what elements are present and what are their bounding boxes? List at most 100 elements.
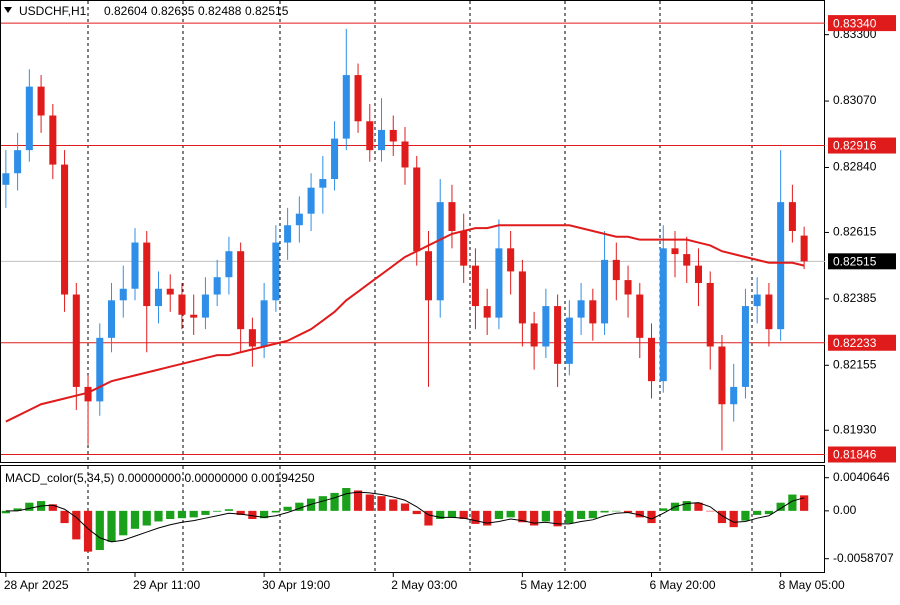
candle-body xyxy=(131,242,139,289)
y-tick-label: 0.82155 xyxy=(833,357,877,371)
macd-bar xyxy=(142,510,151,526)
candle-body xyxy=(2,173,10,185)
candle-body xyxy=(319,179,327,188)
candle-body xyxy=(37,86,45,116)
main-panel-frame xyxy=(0,0,825,463)
macd-y-tick-label: 0.0040646 xyxy=(833,470,890,484)
macd-bar xyxy=(166,510,175,519)
candle-body xyxy=(542,306,550,347)
macd-bar xyxy=(318,496,327,511)
macd-panel-frame xyxy=(0,465,825,573)
macd-bar xyxy=(729,510,738,528)
candle-body xyxy=(201,294,209,318)
x-tick-label: 28 Apr 2025 xyxy=(4,578,69,592)
level-label: 0.83340 xyxy=(833,16,877,30)
macd-bar xyxy=(506,510,515,518)
candle-body xyxy=(565,317,573,364)
macd-y-tick-label: -0.0058707 xyxy=(833,551,894,565)
macd-bar xyxy=(447,510,457,518)
candle-body xyxy=(154,288,162,307)
macd-bar xyxy=(647,510,656,524)
candle-body xyxy=(460,231,468,266)
separators xyxy=(87,1,753,572)
macd-bar xyxy=(365,494,374,511)
candle-body xyxy=(295,213,303,226)
macd-bar xyxy=(248,510,257,519)
candle-body xyxy=(413,167,421,252)
macd-bar xyxy=(48,504,57,511)
macd-bar xyxy=(95,510,104,550)
candle-body xyxy=(424,251,432,301)
macd-bar xyxy=(494,510,504,519)
macd-bar xyxy=(600,510,609,513)
candle-body xyxy=(683,254,691,266)
macd-bar xyxy=(295,502,304,511)
macd-bar xyxy=(623,510,633,513)
macd-bar xyxy=(530,510,539,526)
x-tick-label: 6 May 20:00 xyxy=(650,578,716,592)
candle-body xyxy=(284,225,292,243)
level-label: 0.82233 xyxy=(833,336,877,350)
candle-body xyxy=(25,86,33,151)
symbol-title: USDCHF,H1 xyxy=(19,4,87,18)
macd-bar xyxy=(119,510,128,536)
level-label-box xyxy=(828,334,896,351)
candle-body xyxy=(471,265,479,307)
candle-body xyxy=(119,288,127,301)
candle-body xyxy=(354,75,362,122)
macd-bar xyxy=(25,502,34,511)
candle-body xyxy=(342,75,350,139)
macd-bar xyxy=(717,510,727,524)
candle-body xyxy=(624,280,632,295)
macd-bar xyxy=(576,510,586,519)
macd-bar xyxy=(353,490,363,511)
candle-body xyxy=(436,202,444,301)
candle-body xyxy=(272,242,280,301)
candle-body xyxy=(389,129,397,142)
macd-bar xyxy=(154,510,163,522)
candle-body xyxy=(612,259,620,281)
x-tick-label: 30 Apr 19:00 xyxy=(262,578,330,592)
candle-body xyxy=(788,202,796,231)
macd-bar xyxy=(60,510,69,524)
macd-bar xyxy=(260,510,269,519)
candle-body xyxy=(190,314,198,318)
candle-body xyxy=(96,337,104,402)
candle-body xyxy=(61,164,69,295)
collapse-arrow[interactable] xyxy=(4,7,12,13)
candle-body xyxy=(753,294,761,307)
candle-body xyxy=(84,386,92,402)
x-tick-label: 8 May 05:00 xyxy=(779,578,845,592)
macd-bar xyxy=(201,510,210,515)
macd-bar xyxy=(271,510,280,513)
candle-body xyxy=(143,242,151,307)
candle-body xyxy=(554,306,562,364)
macd-bar xyxy=(753,510,762,515)
candle-body xyxy=(331,138,339,180)
macd-bar xyxy=(130,510,140,529)
macd-bar xyxy=(213,510,222,512)
macd-bar xyxy=(682,501,691,511)
candle-body xyxy=(178,294,186,315)
ohlc-value: 0.82635 xyxy=(151,4,195,18)
macd-bar xyxy=(588,510,597,519)
candle-body xyxy=(601,259,609,324)
candle-body xyxy=(730,386,738,405)
candle-body xyxy=(213,277,221,295)
macd-bar xyxy=(83,510,93,552)
macd-bar xyxy=(541,510,550,522)
candle-body xyxy=(671,248,679,255)
level-label-box xyxy=(828,446,896,463)
y-tick-label: 0.82385 xyxy=(833,291,877,305)
level-label-box xyxy=(828,15,896,32)
ohlc-value: 0.82604 xyxy=(104,4,148,18)
macd-bar xyxy=(483,510,492,526)
candle-body xyxy=(401,141,409,168)
candle-body xyxy=(237,251,245,330)
macd-bar xyxy=(342,488,351,511)
candle-body xyxy=(483,306,491,318)
macd-bar xyxy=(788,494,797,511)
moving-average xyxy=(5,224,805,423)
macd-bar xyxy=(459,510,468,519)
